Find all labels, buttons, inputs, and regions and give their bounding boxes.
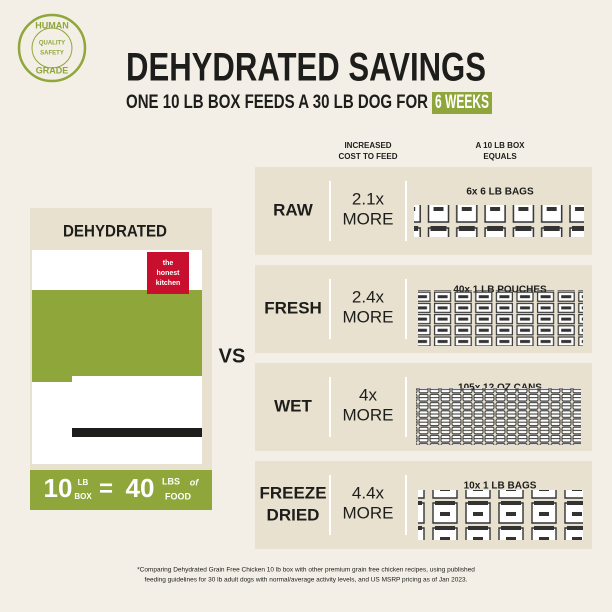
product-label: DEHYDRATED xyxy=(63,221,167,240)
title: DEHYDRATED SAVINGS xyxy=(126,46,486,90)
icons xyxy=(414,205,584,237)
vs: VS xyxy=(219,345,246,367)
more: MORE xyxy=(343,503,394,522)
brand: kitchen xyxy=(156,280,181,287)
column-header: INCREASED xyxy=(344,141,391,150)
icons xyxy=(416,388,581,445)
equals: 6x 6 LB BAGS xyxy=(466,187,534,198)
subtitle: ONE 10 LB BOX FEEDS A 30 LB DOG FOR xyxy=(126,92,428,113)
box-unit: LB xyxy=(78,478,89,487)
badge: HUMAN GRADE QUALITY SAFETY xyxy=(17,13,87,83)
brand: the xyxy=(163,260,174,267)
of: of xyxy=(190,477,199,487)
brand: honest xyxy=(157,270,181,277)
icons xyxy=(418,490,583,540)
column-header: A 10 LB BOX xyxy=(475,141,525,150)
more: MORE xyxy=(343,307,394,326)
badge-inner: QUALITY xyxy=(39,41,65,47)
row-label: RAW xyxy=(273,200,314,219)
footnote: feeding guidelines for 30 lb adult dogs … xyxy=(145,577,468,584)
cost: 2.4x xyxy=(352,287,385,306)
food-amount: 40 xyxy=(126,473,155,503)
food: FOOD xyxy=(165,491,191,501)
box-unit: BOX xyxy=(74,492,92,501)
column-header: COST TO FEED xyxy=(339,152,398,161)
equals: = xyxy=(99,475,113,502)
row-label: FREEZE xyxy=(259,483,326,502)
highlight: 6 WEEKS xyxy=(435,92,489,113)
product-panel: DEHYDRATED the honest kitchen 10 LB BOX … xyxy=(30,208,212,510)
badge-bottom: GRADE xyxy=(36,65,69,75)
row-label: WET xyxy=(274,396,312,415)
cost: 4.4x xyxy=(352,483,385,502)
badge-inner: SAFETY xyxy=(40,51,64,57)
more: MORE xyxy=(343,209,394,228)
icons xyxy=(418,290,583,346)
box-amount: 10 xyxy=(44,473,73,503)
badge-top: HUMAN xyxy=(35,20,69,30)
row-label: DRIED xyxy=(267,505,320,524)
cost: 2.1x xyxy=(352,189,385,208)
cost: 4x xyxy=(359,385,377,404)
footnote: *Comparing Dehydrated Grain Free Chicken… xyxy=(137,567,475,574)
equals: 10x 1 LB BAGS xyxy=(464,481,537,492)
row-label: FRESH xyxy=(264,298,322,317)
more: MORE xyxy=(343,405,394,424)
column-header: EQUALS xyxy=(483,152,517,161)
food-unit: LBS xyxy=(162,476,180,486)
highlight-bg xyxy=(432,92,492,114)
